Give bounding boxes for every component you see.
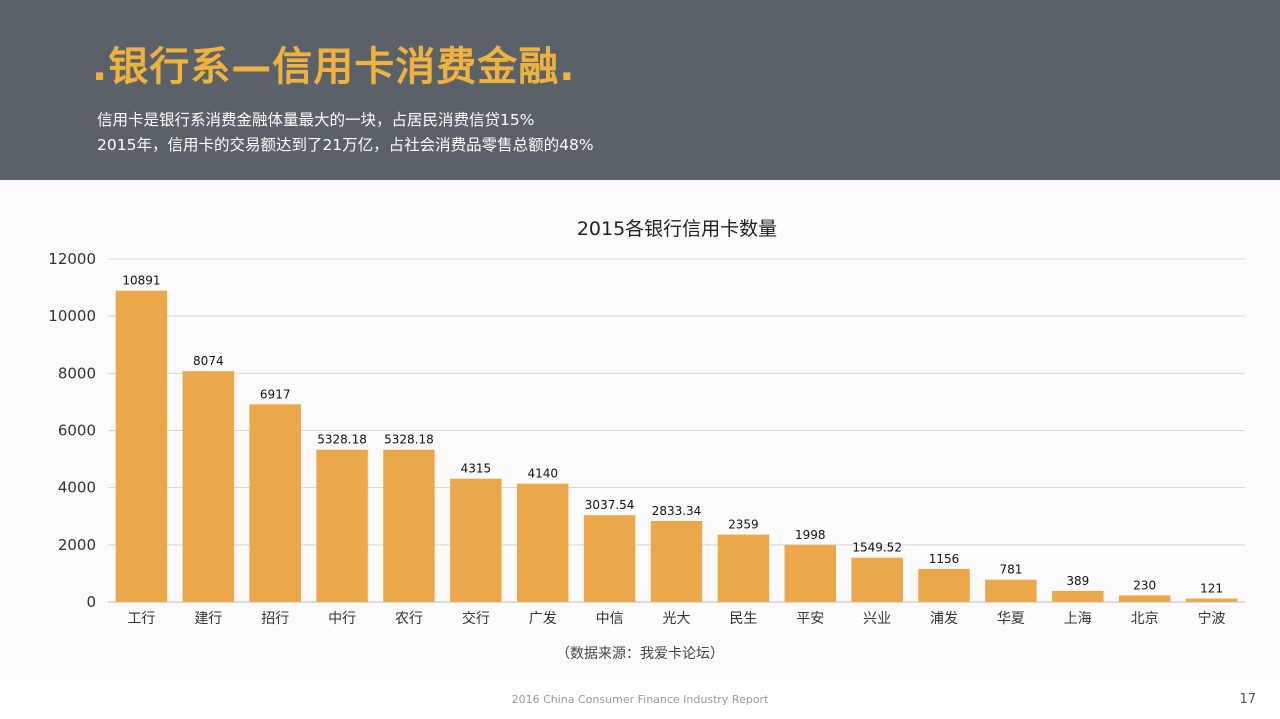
bar-12 xyxy=(918,568,970,602)
x-category-label: 交行 xyxy=(462,610,490,627)
bar-14 xyxy=(1052,590,1104,602)
bar-7 xyxy=(583,515,636,602)
bar-value-label: 1549.52 xyxy=(852,541,902,555)
header-banner: .银行系—信用卡消费金融. 信用卡是银行系消费金融体量最大的一块，占居民消费信贷… xyxy=(0,0,1280,180)
bar-8 xyxy=(650,521,703,602)
x-category-label: 工行 xyxy=(127,611,155,627)
bar-6 xyxy=(516,483,569,602)
bar-11 xyxy=(851,557,903,602)
y-tick-label: 10000 xyxy=(48,307,96,325)
y-tick-label: 0 xyxy=(86,593,96,611)
x-category-label: 建行 xyxy=(194,611,222,627)
y-tick-label: 2000 xyxy=(58,536,96,554)
x-category-label: 广发 xyxy=(529,611,557,627)
bar-13 xyxy=(985,579,1037,602)
bar-value-label: 1156 xyxy=(929,552,960,566)
bar-0 xyxy=(115,290,168,602)
bar-value-label: 10891 xyxy=(122,274,160,288)
bar-value-label: 2359 xyxy=(728,518,759,532)
bar-value-label: 4140 xyxy=(527,467,558,481)
chart-title: 2015各银行信用卡数量 xyxy=(577,218,777,240)
y-tick-label: 12000 xyxy=(48,250,96,268)
bar-value-label: 2833.34 xyxy=(652,504,702,518)
subtitle-line-1: 信用卡是银行系消费金融体量最大的一块，占居民消费信贷15% xyxy=(97,111,535,129)
data-source-note: （数据来源：我爱卡论坛） xyxy=(556,646,724,662)
x-category-label: 中信 xyxy=(596,611,624,627)
bar-5 xyxy=(450,478,502,602)
x-category-label: 华夏 xyxy=(997,611,1025,627)
bar-1 xyxy=(182,371,235,602)
footer-report-name: 2016 China Consumer Finance Industry Rep… xyxy=(511,693,769,706)
bar-15 xyxy=(1118,595,1171,602)
bar-3 xyxy=(316,449,368,602)
bar-16 xyxy=(1185,598,1238,602)
bar-value-label: 121 xyxy=(1200,582,1223,596)
bar-value-label: 1998 xyxy=(795,528,826,542)
bar-9 xyxy=(717,534,770,602)
x-category-label: 光大 xyxy=(663,611,691,627)
page-number: 17 xyxy=(1239,692,1256,707)
bar-value-label: 230 xyxy=(1133,578,1156,592)
x-category-label: 宁波 xyxy=(1198,610,1226,627)
x-category-label: 民生 xyxy=(729,611,757,627)
bar-value-label: 389 xyxy=(1066,574,1089,588)
y-tick-label: 8000 xyxy=(58,364,96,382)
page-title: .银行系—信用卡消费金融. xyxy=(92,44,576,90)
y-tick-label: 4000 xyxy=(58,479,96,497)
bar-value-label: 781 xyxy=(999,563,1022,577)
x-category-label: 平安 xyxy=(796,611,824,627)
bar-10 xyxy=(784,544,837,602)
x-category-label: 兴业 xyxy=(863,611,891,627)
bar-2 xyxy=(249,404,301,602)
x-category-label: 中行 xyxy=(328,611,356,627)
x-category-label: 北京 xyxy=(1131,611,1159,627)
x-category-label: 招行 xyxy=(261,611,289,627)
bar-value-label: 4315 xyxy=(461,462,492,476)
y-tick-label: 6000 xyxy=(58,422,96,440)
bar-value-label: 3037.54 xyxy=(585,498,635,512)
bar-value-label: 8074 xyxy=(193,354,224,368)
x-category-label: 上海 xyxy=(1064,611,1092,627)
bar-value-label: 5328.18 xyxy=(384,433,434,447)
x-category-label: 浦发 xyxy=(930,611,958,627)
subtitle-line-2: 2015年，信用卡的交易额达到了21万亿，占社会消费品零售总额的48% xyxy=(97,136,594,154)
bar-value-label: 6917 xyxy=(260,387,291,401)
x-category-label: 农行 xyxy=(395,611,423,627)
bar-4 xyxy=(383,449,435,602)
bar-value-label: 5328.18 xyxy=(317,433,367,447)
